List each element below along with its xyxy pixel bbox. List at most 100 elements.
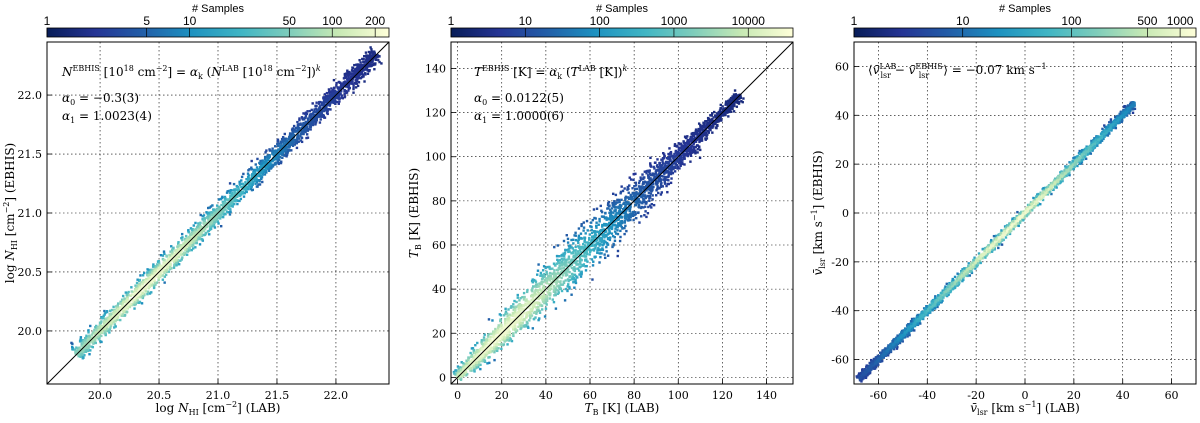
density-cell xyxy=(198,243,202,246)
density-cell xyxy=(658,164,662,167)
density-cell xyxy=(566,258,569,261)
density-cell xyxy=(219,197,222,201)
density-cell xyxy=(479,356,483,359)
density-cell xyxy=(288,148,291,152)
density-cell xyxy=(225,191,229,194)
density-cell xyxy=(723,110,726,113)
density-cell xyxy=(194,246,197,249)
density-cell xyxy=(302,112,305,115)
density-cell xyxy=(618,203,622,207)
density-cell xyxy=(156,270,160,273)
density-cell xyxy=(456,365,460,368)
density-cell xyxy=(325,91,329,95)
density-cell xyxy=(652,165,655,169)
density-cell xyxy=(252,175,255,178)
density-cell xyxy=(123,304,126,307)
density-cell xyxy=(272,163,275,166)
density-cell xyxy=(126,307,130,310)
x-tick-label: 21.0 xyxy=(206,389,231,402)
density-cell xyxy=(180,258,183,261)
density-cell xyxy=(242,195,246,198)
density-cell xyxy=(104,330,107,333)
density-cell xyxy=(351,73,354,76)
density-cell xyxy=(513,322,517,326)
density-cell xyxy=(329,91,333,94)
density-cell xyxy=(624,212,627,215)
density-cell xyxy=(677,148,680,152)
density-cell xyxy=(635,191,638,194)
one-to-one-line-1 xyxy=(46,41,390,385)
density-cell xyxy=(583,240,586,243)
density-cell xyxy=(638,187,641,190)
density-cell xyxy=(654,175,657,178)
density-cell xyxy=(554,291,557,294)
density-cell xyxy=(576,250,580,253)
density-cell xyxy=(227,189,231,193)
density-cell xyxy=(560,283,564,286)
density-cell xyxy=(276,140,279,143)
density-cell xyxy=(190,241,194,244)
density-cell xyxy=(464,371,467,374)
density-cell xyxy=(519,321,523,325)
density-cell xyxy=(624,206,628,210)
density-cell xyxy=(638,190,642,194)
density-cell xyxy=(600,240,603,244)
density-cell xyxy=(257,169,260,172)
density-cell xyxy=(659,183,663,186)
density-cell xyxy=(279,161,283,165)
density-cell xyxy=(103,332,106,335)
density-cell xyxy=(649,192,653,195)
density-cell xyxy=(284,150,287,154)
density-cell xyxy=(283,137,286,140)
y-tick-label: 20.5 xyxy=(18,266,43,279)
density-cell xyxy=(228,191,232,195)
density-cell xyxy=(702,132,705,136)
density-cell xyxy=(614,206,618,209)
density-cell xyxy=(126,298,129,301)
density-cell xyxy=(175,262,178,265)
density-cell xyxy=(80,342,83,345)
density-cell xyxy=(609,236,612,239)
density-cell xyxy=(231,194,235,197)
density-cell xyxy=(172,260,176,264)
density-cell xyxy=(609,208,612,212)
density-cell xyxy=(603,256,607,260)
x-tick-label: 21.5 xyxy=(265,389,290,402)
density-cell xyxy=(76,348,79,352)
density-cell xyxy=(362,65,365,68)
density-cell xyxy=(152,264,155,268)
density-cell xyxy=(729,96,733,100)
density-cell xyxy=(582,229,585,232)
density-cell xyxy=(567,279,570,283)
density-cell xyxy=(474,364,478,367)
density-cell xyxy=(163,275,167,278)
density-cell xyxy=(519,309,522,312)
density-cell xyxy=(552,262,556,265)
density-cell xyxy=(367,62,370,66)
density-cell xyxy=(293,130,297,133)
density-cell xyxy=(558,255,561,258)
density-cell xyxy=(588,233,592,236)
density-cell xyxy=(605,241,609,245)
density-cell xyxy=(674,165,677,168)
density-cell xyxy=(91,339,94,343)
density-cell xyxy=(276,143,279,146)
density-cell xyxy=(89,324,92,328)
density-cell xyxy=(242,172,245,176)
density-cell xyxy=(316,114,320,118)
density-cell xyxy=(329,100,332,103)
density-cell xyxy=(189,245,192,248)
density-cell xyxy=(704,129,707,132)
density-cell xyxy=(691,132,694,135)
density-cell xyxy=(70,341,73,345)
density-cell xyxy=(503,340,506,343)
density-cell xyxy=(176,253,180,257)
density-cell xyxy=(698,156,702,160)
density-cell xyxy=(654,161,657,164)
density-cell xyxy=(294,138,297,142)
density-cell xyxy=(530,289,533,292)
density-cell xyxy=(225,198,228,201)
density-cell xyxy=(179,244,183,247)
density-cell xyxy=(518,299,521,302)
density-cell xyxy=(640,186,643,190)
